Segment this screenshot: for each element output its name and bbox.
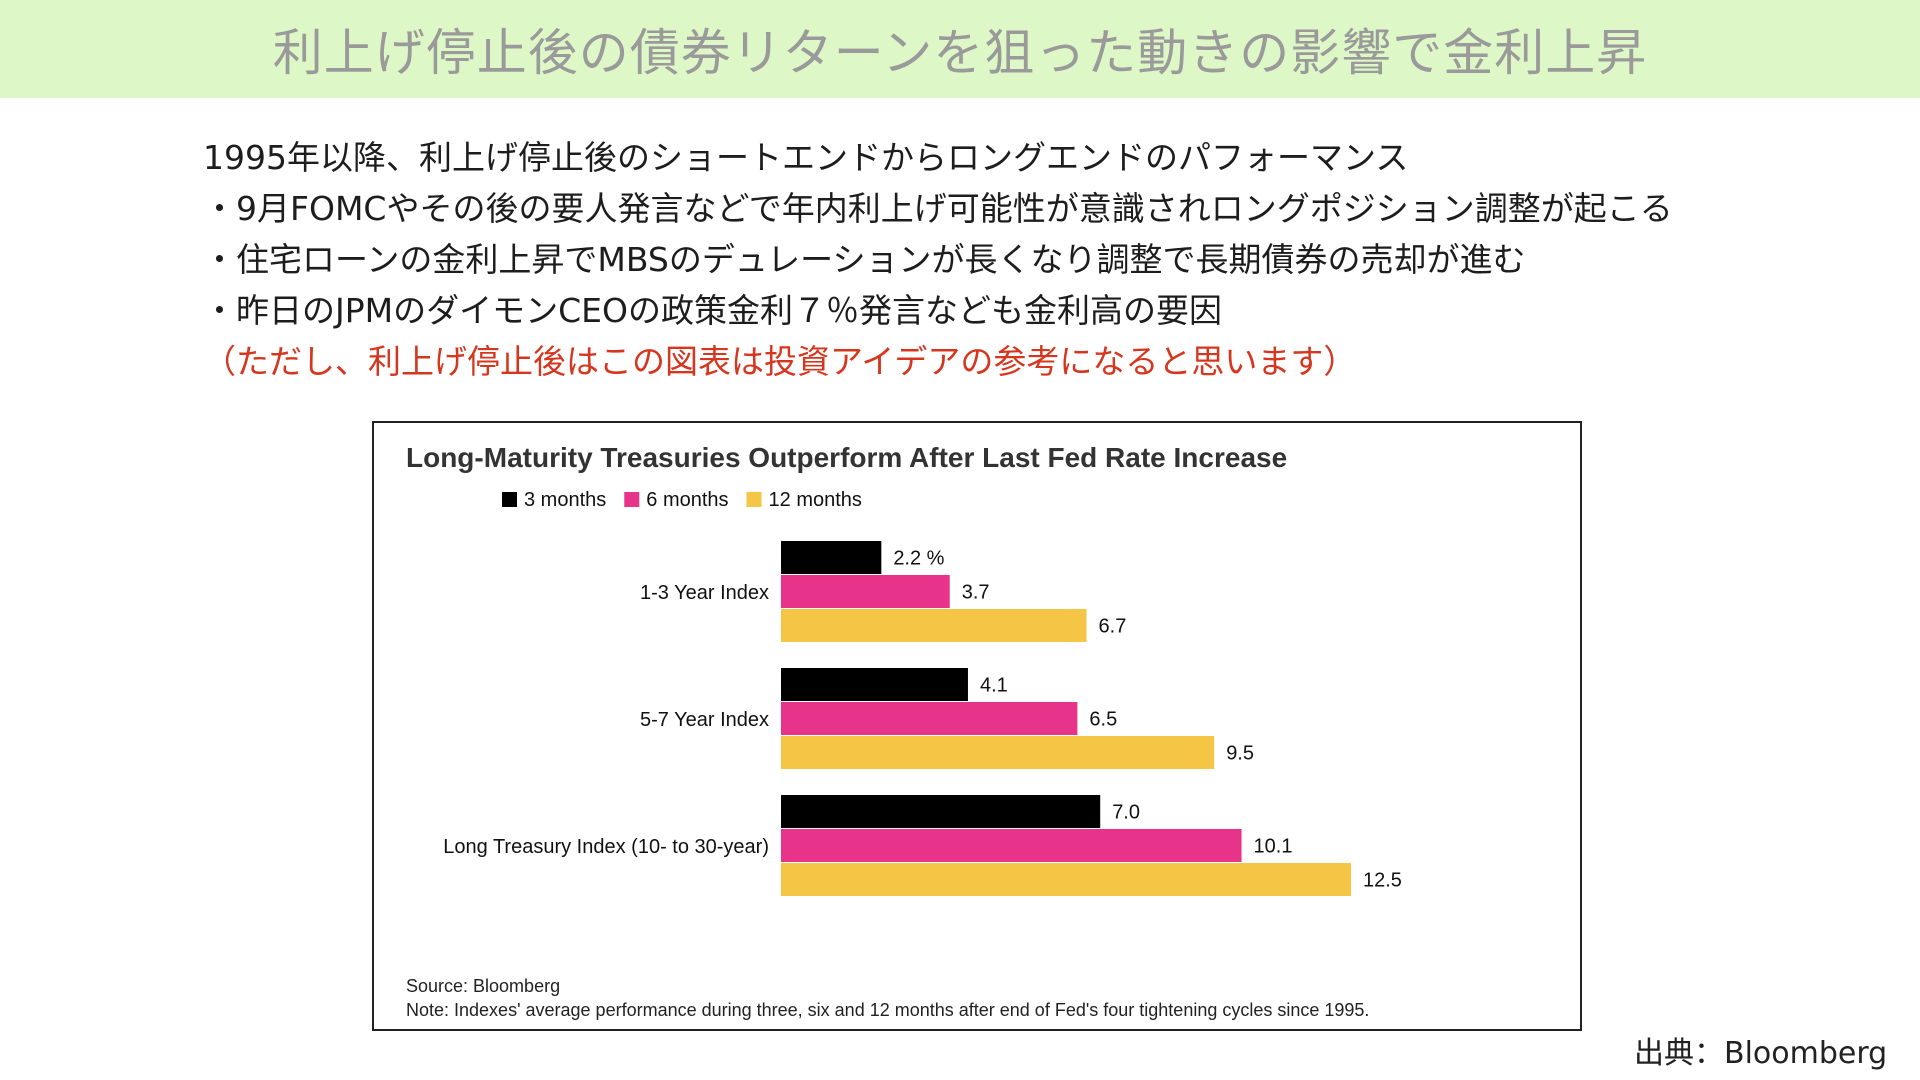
- legend-label-3: 12 months: [769, 489, 862, 511]
- chart-footnote-2: Note: Indexes' average performance durin…: [406, 1000, 1369, 1020]
- bar-3-3: [781, 863, 1351, 896]
- data-label-1-1: 2.2 %: [893, 548, 944, 570]
- data-label-1-3: 6.7: [1099, 616, 1127, 638]
- category-label-3: Long Treasury Index (10- to 30-year): [443, 836, 769, 858]
- data-label-2-2: 6.5: [1089, 709, 1117, 731]
- slide-title: 利上げ停止後の債券リターンを狙った動きの影響で金利上昇: [272, 24, 1648, 82]
- chart-container: Long-Maturity Treasuries Outperform Afte…: [372, 421, 1582, 1031]
- bullet-line-fomc: ・9月FOMCやその後の要人発言などで年内利上げ可能性が意識されロングポジション…: [203, 189, 1673, 228]
- legend-swatch-2: [624, 492, 640, 507]
- source-credit: 出典：Bloomberg: [1634, 1036, 1888, 1071]
- data-label-3-2: 10.1: [1254, 836, 1293, 858]
- bar-2-2: [781, 702, 1078, 735]
- legend-swatch-3: [746, 492, 762, 507]
- bullet-line-intro: 1995年以降、利上げ停止後のショートエンドからロングエンドのパフォーマンス: [203, 138, 1409, 177]
- bullet-line-mbs: ・住宅ローンの金利上昇でMBSのデュレーションが長くなり調整で長期債券の売却が進…: [203, 240, 1526, 279]
- category-label-2: 5-7 Year Index: [640, 709, 769, 731]
- note-line: （ただし、利上げ停止後はこの図表は投資アイデアの参考になると思います）: [203, 342, 1357, 381]
- chart-title: Long-Maturity Treasuries Outperform Afte…: [406, 442, 1287, 473]
- bar-3-2: [781, 829, 1242, 862]
- bullet-line-jpm: ・昨日のJPMのダイモンCEOの政策金利７％発言なども金利高の要因: [203, 291, 1222, 330]
- category-label-1: 1-3 Year Index: [640, 582, 769, 604]
- legend-label-2: 6 months: [646, 489, 728, 511]
- data-label-3-1: 7.0: [1112, 802, 1140, 824]
- bar-1-3: [781, 609, 1087, 642]
- bar-3-1: [781, 795, 1101, 828]
- bar-1-1: [781, 541, 882, 574]
- bar-1-2: [781, 575, 950, 608]
- data-label-2-1: 4.1: [980, 675, 1008, 697]
- chart-footnote-1: Source: Bloomberg: [406, 976, 560, 996]
- data-label-1-2: 3.7: [962, 582, 990, 604]
- bar-2-3: [781, 736, 1215, 769]
- bar-chart: Long-Maturity Treasuries Outperform Afte…: [406, 442, 1402, 1020]
- bar-2-1: [781, 668, 968, 701]
- legend-label-1: 3 months: [524, 489, 606, 511]
- bullet-list: 1995年以降、利上げ停止後のショートエンドからロングエンドのパフォーマンス ・…: [203, 132, 1673, 387]
- data-label-3-3: 12.5: [1363, 870, 1402, 892]
- legend-swatch-1: [502, 492, 517, 507]
- data-label-2-3: 9.5: [1226, 743, 1254, 765]
- title-bar: 利上げ停止後の債券リターンを狙った動きの影響で金利上昇: [0, 0, 1920, 98]
